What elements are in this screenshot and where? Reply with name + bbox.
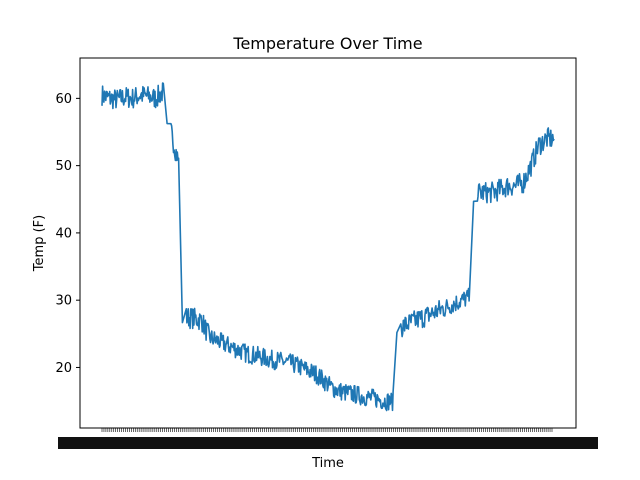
x-axis-ticks xyxy=(58,428,598,449)
x-axis-label: Time xyxy=(311,456,344,471)
y-tick-label: 50 xyxy=(55,159,72,174)
plot-frame xyxy=(79,57,577,429)
y-tick-label: 60 xyxy=(55,92,72,107)
chart-title: Temperature Over Time xyxy=(232,34,422,53)
y-tick-label: 30 xyxy=(55,294,72,309)
x-tick-labels-overlap xyxy=(58,437,598,449)
y-axis-ticks: 20 30 40 50 60 xyxy=(55,92,80,376)
y-axis-label: Temp (F) xyxy=(32,215,47,272)
y-tick-label: 40 xyxy=(55,226,72,241)
temperature-line xyxy=(101,82,555,412)
y-tick-label: 20 xyxy=(55,361,72,376)
